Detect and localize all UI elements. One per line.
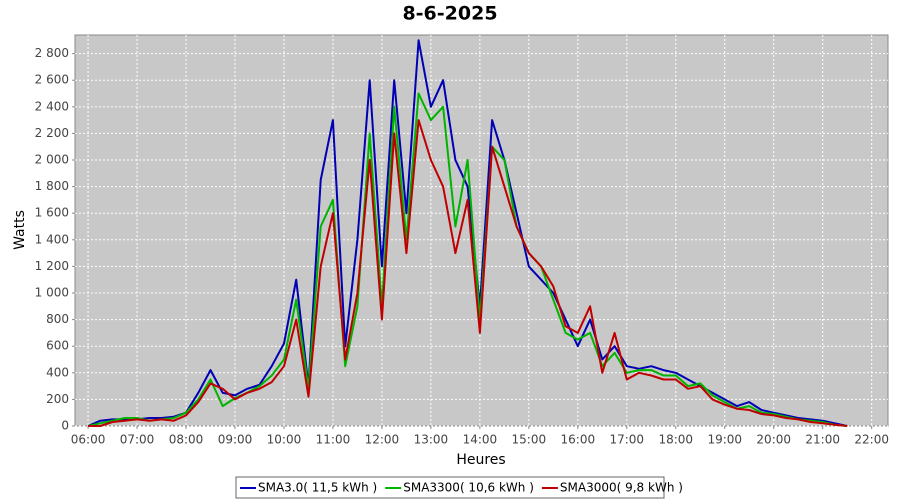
y-tick-label: 1 800: [35, 179, 69, 193]
y-tick-label: 2 200: [35, 126, 69, 140]
y-tick-label: 800: [46, 312, 69, 326]
y-tick-label: 400: [46, 365, 69, 379]
series-line: [87, 39, 848, 427]
y-tick-label: 1 400: [35, 232, 69, 246]
y-tick-label: 1 600: [35, 206, 69, 220]
chart-title: 8-6-2025: [402, 3, 497, 25]
y-tick-label: 2 600: [35, 73, 69, 87]
x-tick-label: 22:00: [854, 433, 889, 447]
series-line: [88, 119, 848, 427]
x-tick-label: 21:00: [805, 433, 840, 447]
x-tick-label: 07:00: [120, 433, 155, 447]
y-tick-label: 1 200: [35, 259, 69, 273]
x-tick-label: 10:00: [267, 433, 302, 447]
x-tick-label: 19:00: [707, 433, 742, 447]
legend-label: SMA3000( 9,8 kWh ): [560, 481, 683, 495]
x-tick-label: 15:00: [512, 433, 547, 447]
legend-label: SMA3.0( 11,5 kWh ): [258, 481, 377, 495]
x-tick-label: 13:00: [414, 433, 449, 447]
y-tick-label: 200: [46, 392, 69, 406]
x-tick-label: 09:00: [218, 433, 253, 447]
x-tick-label: 12:00: [365, 433, 400, 447]
y-tick-label: 2 400: [35, 99, 69, 113]
legend-label: SMA3300( 10,6 kWh ): [403, 481, 534, 495]
x-tick-label: 06:00: [71, 433, 106, 447]
series-line: [87, 92, 848, 427]
x-tick-label: 14:00: [463, 433, 498, 447]
y-tick-label: 2 800: [35, 46, 69, 60]
x-tick-label: 11:00: [316, 433, 351, 447]
y-axis-label: Watts: [12, 210, 28, 250]
x-tick-label: 08:00: [169, 433, 204, 447]
x-tick-label: 16:00: [561, 433, 596, 447]
plot-area: [74, 34, 889, 427]
y-tick-label: 600: [46, 339, 69, 353]
x-tick-label: 18:00: [658, 433, 693, 447]
y-tick-label: 1 000: [35, 286, 69, 300]
y-tick-label: 2 000: [35, 153, 69, 167]
x-tick-label: 20:00: [756, 433, 791, 447]
x-axis-label: Heures: [456, 452, 505, 468]
legend: [235, 476, 665, 499]
x-tick-label: 17:00: [609, 433, 644, 447]
y-tick-label: 0: [61, 419, 69, 433]
